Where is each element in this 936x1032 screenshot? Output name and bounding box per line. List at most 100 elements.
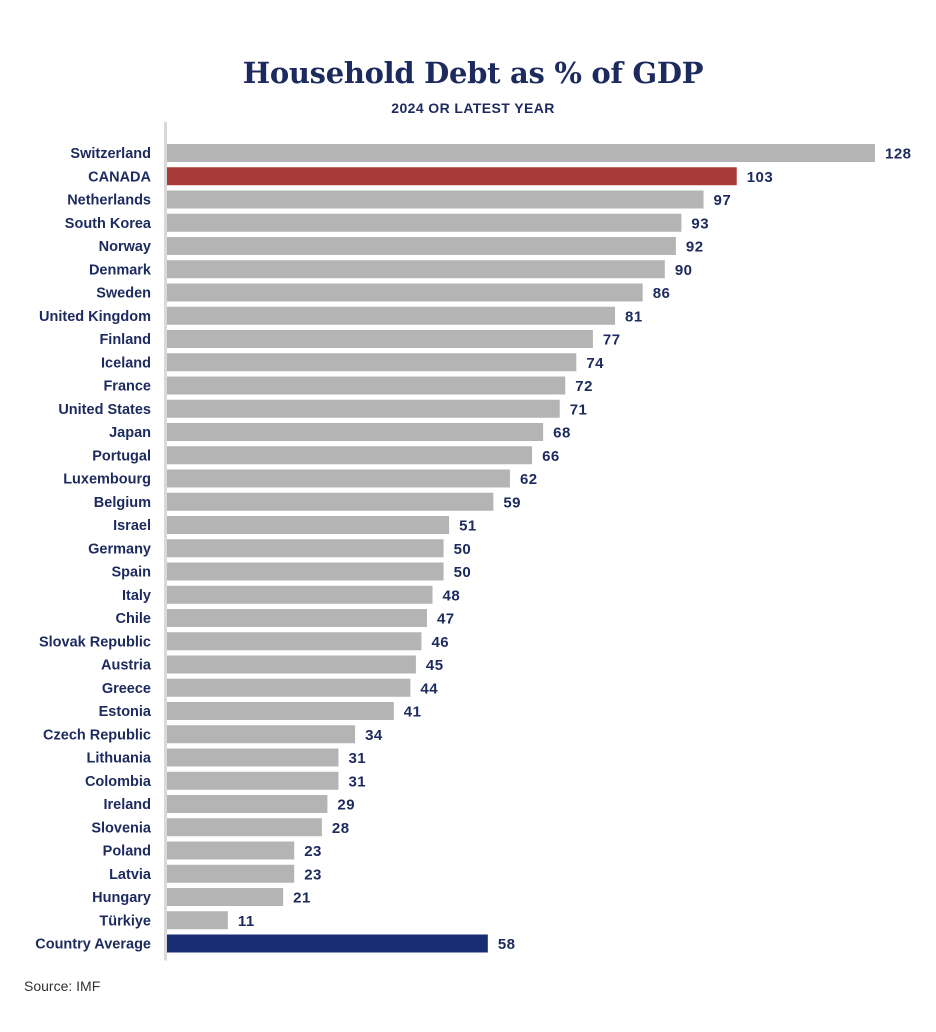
bar-poland <box>167 841 295 860</box>
value-label: 58 <box>498 936 516 953</box>
category-label: South Korea <box>65 216 152 232</box>
category-label: United States <box>58 402 151 418</box>
bar-austria <box>167 655 416 674</box>
bar-slovenia <box>167 818 322 837</box>
category-label: Slovenia <box>91 820 152 836</box>
bar-netherlands <box>167 190 704 209</box>
bar-sweden <box>167 283 643 302</box>
bar-united-kingdom <box>167 306 616 325</box>
bar-south-korea <box>167 213 682 232</box>
category-label: Country Average <box>35 937 151 953</box>
value-label: 97 <box>714 192 732 209</box>
value-label: 48 <box>443 587 461 604</box>
category-label: Italy <box>122 588 151 604</box>
category-label: Austria <box>101 658 152 674</box>
chart-title: Household Debt as % of GDP <box>242 56 704 90</box>
bar-chart: Switzerland 128 CANADA 103 Netherlands 97 Sout… <box>35 122 912 961</box>
category-label: Luxembourg <box>63 472 151 488</box>
value-label: 86 <box>653 285 671 302</box>
value-label: 50 <box>454 541 472 558</box>
category-label: Hungary <box>92 890 151 906</box>
category-label: Japan <box>109 425 151 441</box>
value-label: 31 <box>348 750 366 767</box>
bar-slovak-republic <box>167 632 422 651</box>
bar-czech-republic <box>167 725 356 744</box>
bar-country-average <box>167 934 488 953</box>
bar-estonia <box>167 702 394 720</box>
category-label: Estonia <box>99 704 152 720</box>
value-label: 34 <box>365 727 383 744</box>
value-label: 29 <box>337 797 355 814</box>
bar-belgium <box>167 492 494 511</box>
bar-japan <box>167 423 544 441</box>
category-label: Greece <box>102 681 151 697</box>
value-label: 21 <box>293 890 311 907</box>
category-label: Netherlands <box>67 193 151 209</box>
value-label: 68 <box>553 425 571 442</box>
bar-hungary <box>167 888 284 906</box>
value-label: 46 <box>431 634 449 651</box>
category-label: Latvia <box>109 867 152 883</box>
category-label: Lithuania <box>87 751 152 767</box>
bar-ireland <box>167 795 328 813</box>
bar-t-rkiye <box>167 911 228 930</box>
bar-israel <box>167 516 450 534</box>
value-label: 11 <box>238 913 255 930</box>
category-label: Belgium <box>94 495 151 511</box>
value-label: 74 <box>586 355 604 372</box>
category-label: Israel <box>113 518 151 534</box>
bar-germany <box>167 539 444 558</box>
value-label: 44 <box>420 680 438 697</box>
bar-switzerland <box>167 144 875 162</box>
category-label: United Kingdom <box>39 309 151 325</box>
value-label: 59 <box>503 494 521 511</box>
category-label: Spain <box>112 565 151 581</box>
category-label: Sweden <box>96 286 151 302</box>
category-label: Türkiye <box>99 913 151 929</box>
category-label: Iceland <box>101 355 151 371</box>
category-label: Portugal <box>92 448 151 464</box>
value-label: 93 <box>691 215 709 232</box>
bar-canada <box>167 167 737 186</box>
value-label: 41 <box>404 704 422 721</box>
value-label: 31 <box>348 773 366 790</box>
value-label: 23 <box>304 843 322 860</box>
value-label: 62 <box>520 471 538 488</box>
category-label: Poland <box>103 844 151 860</box>
bar-spain <box>167 562 444 581</box>
category-label: Czech Republic <box>43 727 151 743</box>
value-label: 47 <box>437 611 455 628</box>
category-label: Denmark <box>89 262 152 278</box>
bar-chile <box>167 609 427 627</box>
bar-luxembourg <box>167 469 510 488</box>
bar-latvia <box>167 864 295 883</box>
value-label: 51 <box>459 518 477 535</box>
category-label: Norway <box>99 239 151 255</box>
value-label: 71 <box>570 401 588 418</box>
bar-italy <box>167 585 433 604</box>
value-label: 72 <box>575 378 593 395</box>
category-label: Switzerland <box>70 146 151 162</box>
chart-subtitle: 2024 OR LATEST YEAR <box>391 100 555 116</box>
category-label: Finland <box>99 332 151 348</box>
bar-greece <box>167 678 411 697</box>
category-label: Germany <box>88 541 151 557</box>
source-note: Source: IMF <box>24 978 101 994</box>
value-label: 66 <box>542 448 560 465</box>
value-label: 23 <box>304 866 322 883</box>
bar-denmark <box>167 260 665 279</box>
value-label: 81 <box>625 308 643 325</box>
value-label: 103 <box>747 169 774 186</box>
value-label: 128 <box>885 146 912 163</box>
category-label: Chile <box>116 611 151 627</box>
bar-colombia <box>167 771 339 790</box>
bar-finland <box>167 330 593 348</box>
value-label: 92 <box>686 239 704 256</box>
category-label: Ireland <box>103 797 151 813</box>
category-label: France <box>103 379 151 395</box>
category-label: Colombia <box>85 774 152 790</box>
value-label: 45 <box>426 657 444 674</box>
bar-united-states <box>167 399 560 418</box>
value-label: 50 <box>454 564 472 581</box>
bar-iceland <box>167 353 577 372</box>
